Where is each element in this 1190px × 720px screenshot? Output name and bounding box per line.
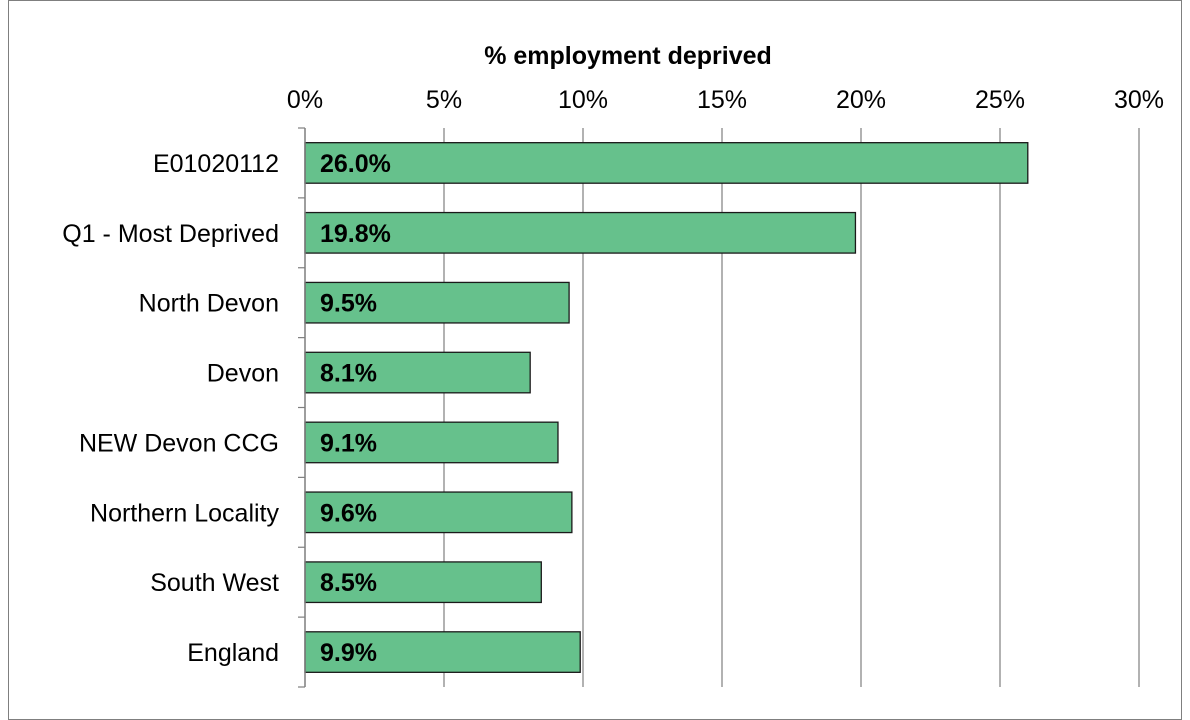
category-label: North Devon — [139, 290, 279, 318]
category-label: Northern Locality — [90, 499, 279, 527]
x-tick-label: 20% — [836, 86, 886, 114]
category-label: NEW Devon CCG — [79, 429, 279, 457]
data-label: 9.9% — [320, 639, 377, 667]
category-label: E01020112 — [153, 150, 279, 178]
data-label: 8.5% — [320, 569, 377, 597]
gridlines — [298, 127, 1140, 688]
data-label: 9.5% — [320, 290, 377, 318]
x-axis-ticks: 0% 5% 10% 15% 20% 25% 30% — [287, 86, 1164, 114]
data-label: 9.1% — [320, 429, 377, 457]
bar — [304, 421, 559, 464]
bar — [304, 351, 531, 394]
bar — [304, 561, 542, 604]
category-label: South West — [150, 569, 279, 597]
bar — [304, 491, 573, 534]
bar — [304, 631, 581, 673]
chart-title: % employment deprived — [484, 42, 772, 70]
data-labels: 26.0% 19.8% 9.5% 8.1% 9.1% 9.6% 8.5% 9.9% — [320, 150, 391, 667]
data-label: 8.1% — [320, 360, 377, 388]
bar — [304, 142, 1029, 184]
bars — [304, 142, 1029, 673]
x-tick-label: 10% — [558, 86, 608, 114]
x-tick-label: 25% — [975, 86, 1025, 114]
bar — [304, 211, 857, 254]
data-label: 19.8% — [320, 220, 391, 248]
x-tick-label: 5% — [426, 86, 462, 114]
category-label: Q1 - Most Deprived — [62, 220, 279, 248]
x-tick-label: 0% — [287, 86, 323, 114]
data-label: 9.6% — [320, 499, 377, 527]
bar — [304, 281, 570, 324]
category-label: Devon — [207, 360, 279, 388]
x-tick-label: 15% — [697, 86, 747, 114]
category-labels: E01020112 Q1 - Most Deprived North Devon De… — [62, 150, 279, 667]
chart-frame — [8, 0, 1182, 720]
x-tick-label: 30% — [1114, 86, 1164, 114]
category-label: England — [187, 639, 279, 667]
data-label: 26.0% — [320, 150, 391, 178]
